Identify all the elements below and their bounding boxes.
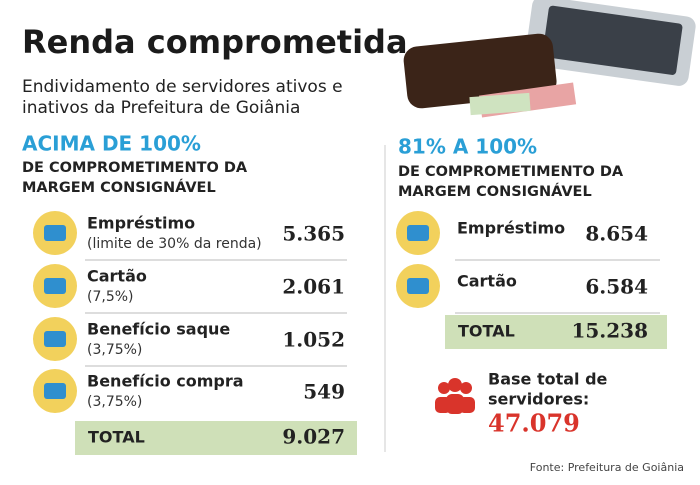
row-value: 1.052 [282, 328, 345, 352]
icon [44, 331, 66, 347]
row-note: (limite de 30% da renda) [87, 236, 262, 252]
row-value: 549 [303, 380, 345, 404]
row-note: (3,75%) [87, 394, 142, 410]
icon [44, 278, 66, 294]
base-label: Base total de [488, 370, 608, 389]
total-value: 15.238 [571, 319, 648, 343]
total-label: TOTAL [88, 428, 145, 447]
row-label: Cartão [87, 267, 147, 286]
illustration [403, 0, 696, 118]
section-subheading: DE COMPROMETIMENTO DA [398, 164, 624, 180]
base-value: 47.079 [488, 409, 580, 438]
section-subheading: MARGEM CONSIGNÁVEL [398, 183, 592, 200]
row-value: 8.654 [585, 222, 648, 246]
row-label: Benefício compra [87, 372, 244, 391]
total-box [75, 421, 357, 455]
section-heading: ACIMA DE 100% [22, 132, 201, 156]
total-value: 9.027 [282, 425, 345, 449]
row-value: 2.061 [282, 275, 345, 299]
row-note: (7,5%) [87, 289, 134, 305]
icon [44, 225, 66, 241]
section-heading: 81% A 100% [398, 135, 537, 159]
subtitle: Endividamento de servidores ativos e [22, 77, 343, 97]
section-subheading: MARGEM CONSIGNÁVEL [22, 179, 216, 196]
icon [407, 278, 429, 294]
row-label: Empréstimo [87, 214, 195, 233]
total-box [445, 315, 667, 349]
base-label: servidores: [488, 390, 589, 409]
icon [407, 225, 429, 241]
title: Renda comprometida [22, 23, 408, 61]
section-subheading: DE COMPROMETIMENTO DA [22, 160, 248, 176]
people-icon [435, 378, 475, 414]
subtitle: inativos da Prefeitura de Goiânia [22, 98, 300, 118]
source: Fonte: Prefeitura de Goiânia [530, 461, 684, 474]
total-label: TOTAL [458, 322, 515, 341]
row-label: Benefício saque [87, 320, 230, 339]
row-label: Cartão [457, 272, 517, 291]
row-note: (3,75%) [87, 342, 142, 358]
icon [44, 383, 66, 399]
row-label: Empréstimo [457, 219, 565, 238]
row-value: 6.584 [585, 275, 648, 299]
row-value: 5.365 [282, 222, 345, 246]
